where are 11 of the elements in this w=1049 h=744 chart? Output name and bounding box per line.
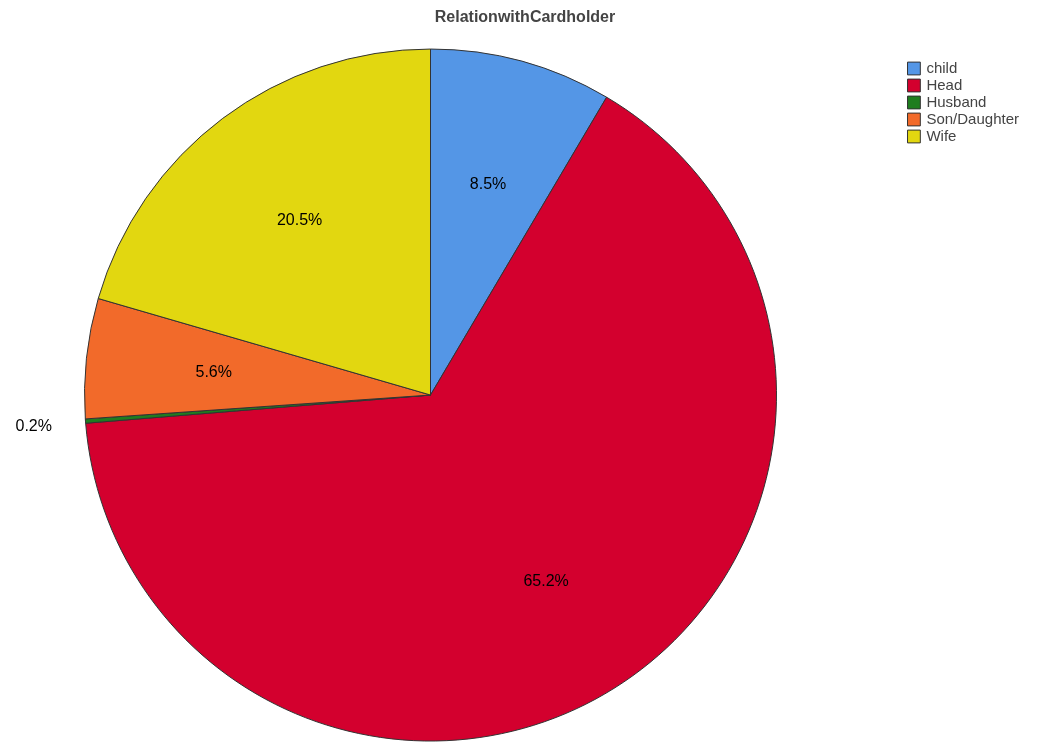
legend-label: child bbox=[926, 59, 958, 76]
data-label: 8.5% bbox=[469, 175, 507, 193]
chart-title: RelationwithCardholder bbox=[434, 7, 616, 25]
legend-label: Wife bbox=[926, 127, 957, 144]
legend-label: Husband bbox=[926, 93, 987, 110]
data-label: 0.2% bbox=[15, 416, 52, 434]
data-label: 20.5% bbox=[276, 211, 323, 229]
data-label: 65.2% bbox=[523, 572, 569, 590]
data-label: 5.6% bbox=[195, 363, 232, 381]
legend-label: Head bbox=[926, 76, 963, 93]
legend-label: Son/Daughter bbox=[926, 110, 1019, 127]
